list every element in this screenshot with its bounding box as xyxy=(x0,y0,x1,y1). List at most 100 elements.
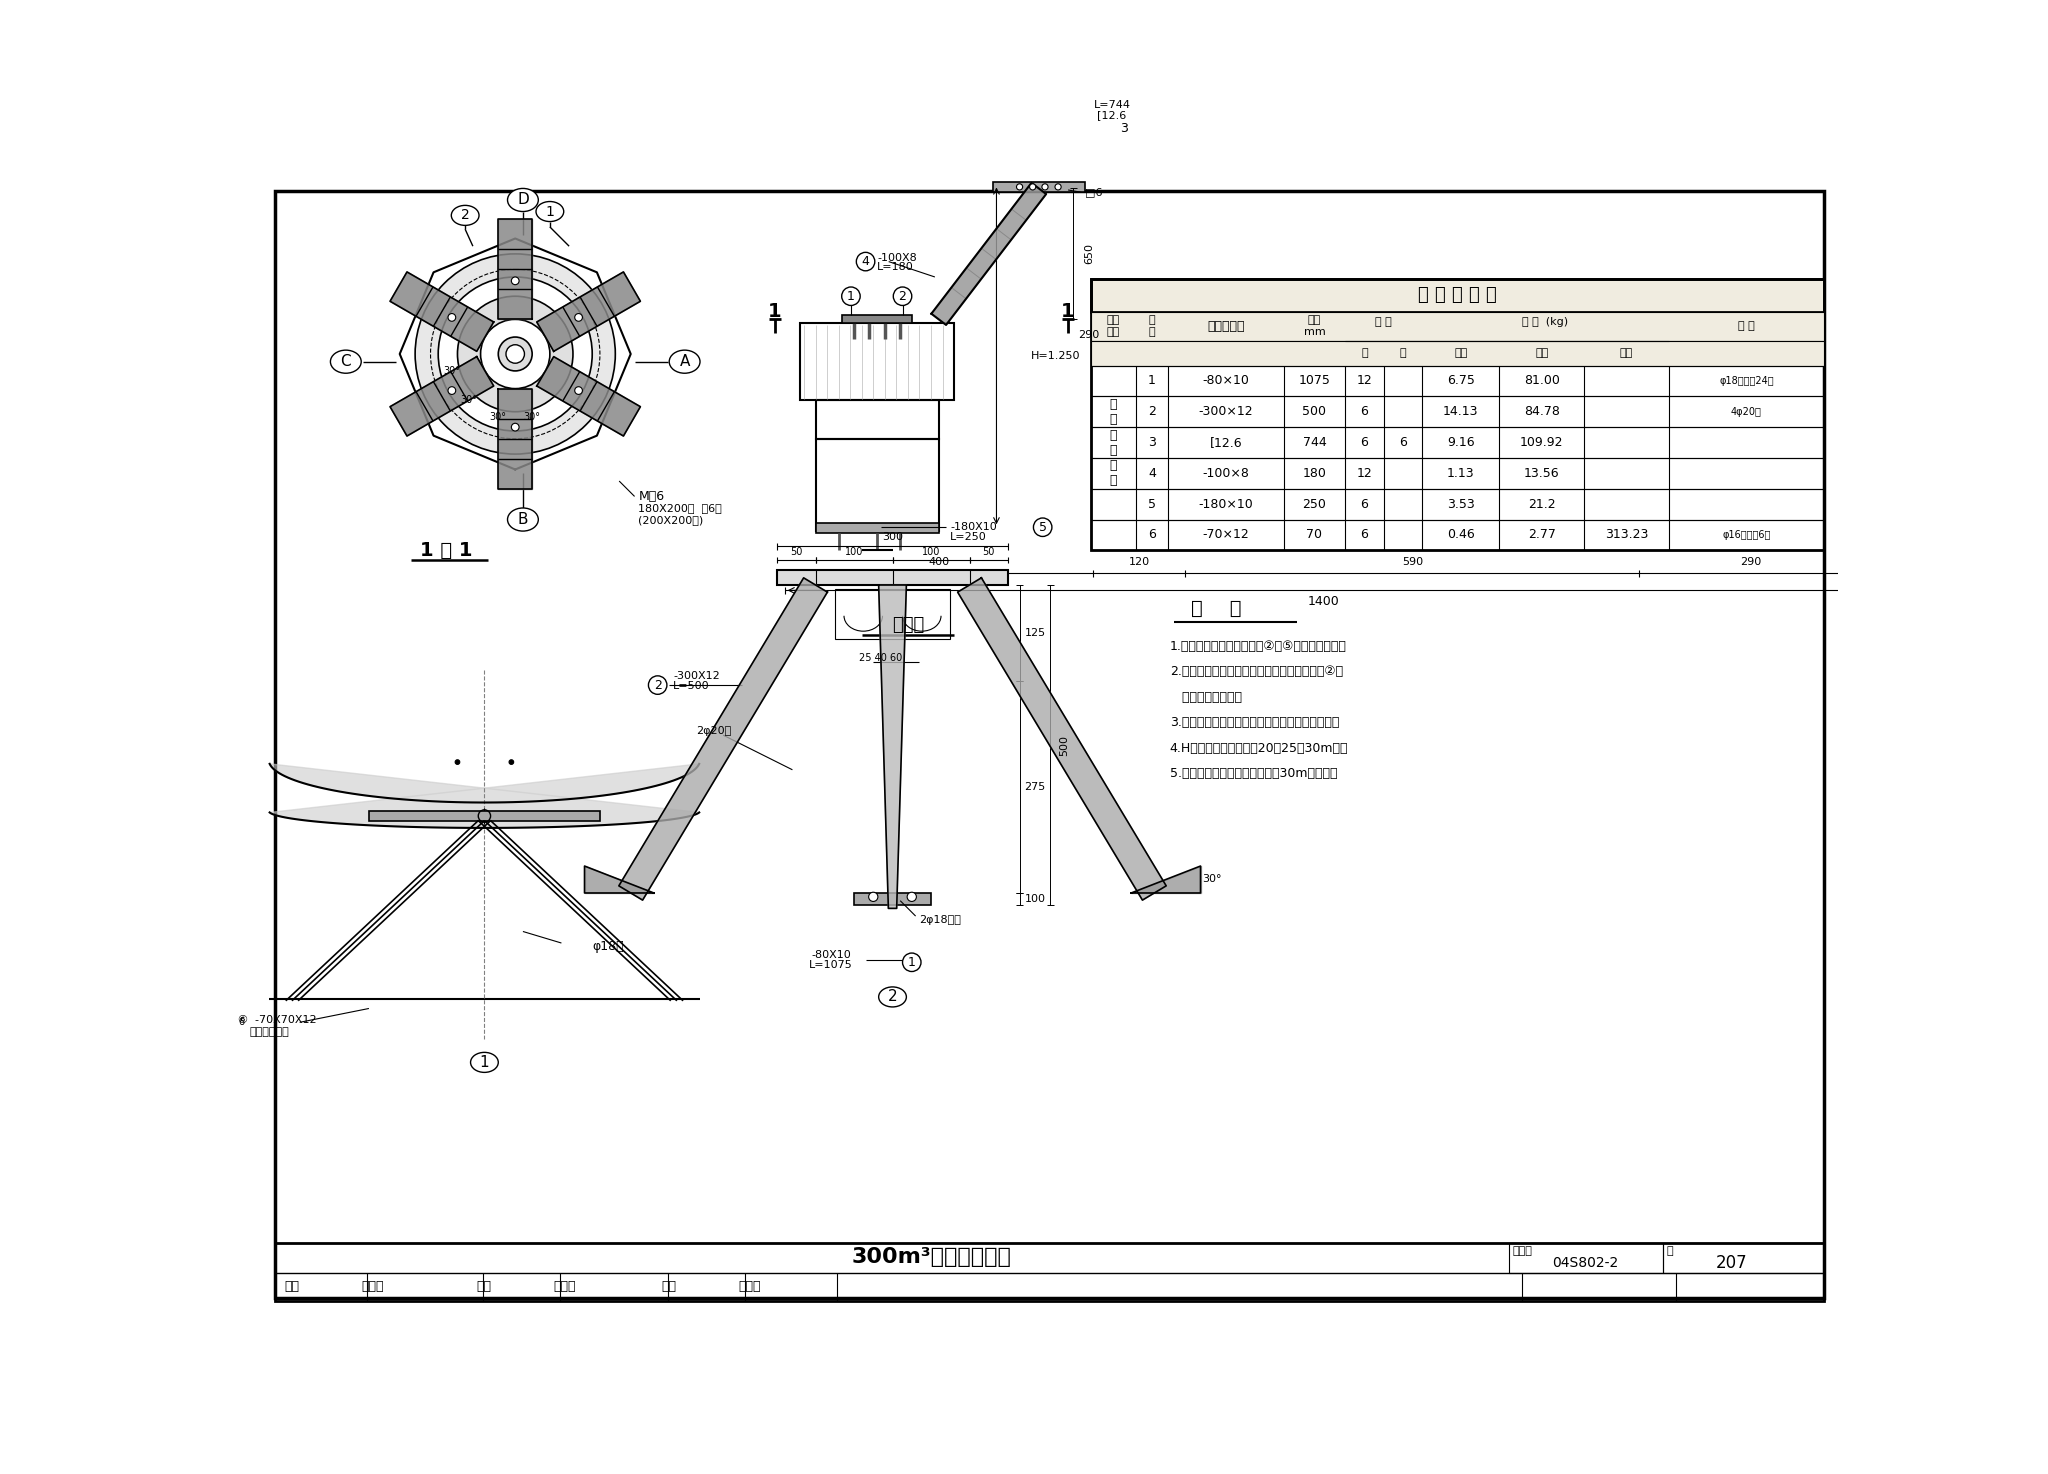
Circle shape xyxy=(233,1014,248,1030)
Text: 陈基严: 陈基严 xyxy=(553,1279,575,1293)
Text: 撑
架: 撑 架 xyxy=(1110,460,1118,488)
Text: 500: 500 xyxy=(1059,734,1069,756)
Circle shape xyxy=(510,759,514,765)
Text: 3.水筒座落于支架顶部后，才允许均匀放松吸杆。: 3.水筒座落于支架顶部后，才允许均匀放松吸杆。 xyxy=(1169,716,1339,730)
Text: 180X200柱  共6个: 180X200柱 共6个 xyxy=(639,503,723,513)
Bar xyxy=(842,315,911,323)
Ellipse shape xyxy=(330,351,360,373)
Ellipse shape xyxy=(508,189,539,212)
Text: B: B xyxy=(518,511,528,528)
Bar xyxy=(1092,366,1825,397)
Bar xyxy=(1092,311,1825,340)
Circle shape xyxy=(842,287,860,305)
Text: 正: 正 xyxy=(1362,348,1368,358)
Bar xyxy=(1092,519,1825,550)
Circle shape xyxy=(1016,184,1022,190)
Text: 4: 4 xyxy=(862,255,870,268)
Bar xyxy=(369,811,600,821)
Circle shape xyxy=(575,386,582,395)
Bar xyxy=(993,183,1085,192)
Polygon shape xyxy=(498,389,532,489)
Text: 650: 650 xyxy=(1083,243,1094,264)
Text: 84.78: 84.78 xyxy=(1524,405,1561,419)
Ellipse shape xyxy=(471,1052,498,1073)
Bar xyxy=(1092,279,1825,550)
Bar xyxy=(1509,1244,1663,1272)
Text: 1.13: 1.13 xyxy=(1448,467,1475,481)
Circle shape xyxy=(512,277,518,284)
Circle shape xyxy=(449,386,457,395)
Text: 2: 2 xyxy=(461,208,469,223)
Polygon shape xyxy=(1130,867,1200,893)
Text: 1: 1 xyxy=(479,1055,489,1070)
Text: 王薰峰: 王薰峰 xyxy=(739,1279,762,1293)
Text: 30°: 30° xyxy=(444,366,461,376)
Text: 0.46: 0.46 xyxy=(1446,529,1475,541)
Bar xyxy=(854,893,932,905)
Text: -180X10: -180X10 xyxy=(950,522,997,532)
Bar xyxy=(815,523,938,532)
Ellipse shape xyxy=(879,988,907,1007)
Text: 审核: 审核 xyxy=(285,1279,299,1293)
Text: 备 注: 备 注 xyxy=(1739,321,1755,332)
Text: □6: □6 xyxy=(1085,187,1102,198)
Text: φ16螺栓共6个: φ16螺栓共6个 xyxy=(1722,531,1772,539)
Circle shape xyxy=(438,277,592,430)
Text: -300X12: -300X12 xyxy=(674,671,719,681)
Text: 2φ20孔: 2φ20孔 xyxy=(696,727,731,737)
Text: 编
号: 编 号 xyxy=(1149,315,1155,338)
Text: 100: 100 xyxy=(846,547,862,557)
Text: 2: 2 xyxy=(887,989,897,1004)
Text: 6: 6 xyxy=(238,1017,244,1027)
Bar xyxy=(1092,397,1825,427)
Circle shape xyxy=(506,345,524,363)
Text: H=1.250: H=1.250 xyxy=(1030,351,1081,361)
Text: -100X8: -100X8 xyxy=(877,252,918,262)
Polygon shape xyxy=(537,357,641,436)
Text: 支
架: 支 架 xyxy=(1110,429,1118,457)
Text: 300: 300 xyxy=(883,532,903,542)
Text: 30°: 30° xyxy=(1202,874,1223,884)
Polygon shape xyxy=(498,220,532,320)
Text: 81.00: 81.00 xyxy=(1524,374,1561,388)
Text: 4: 4 xyxy=(1149,467,1155,481)
Circle shape xyxy=(856,252,874,271)
Bar xyxy=(801,323,954,399)
Text: 100: 100 xyxy=(1024,895,1044,904)
Text: 2: 2 xyxy=(1149,405,1155,419)
Text: -80×10: -80×10 xyxy=(1202,374,1249,388)
Circle shape xyxy=(457,296,573,411)
Bar xyxy=(815,439,938,531)
Text: 275: 275 xyxy=(1024,781,1047,792)
Text: 5: 5 xyxy=(1038,520,1047,534)
Ellipse shape xyxy=(537,202,563,221)
Text: 300m³水塔钢支架图: 300m³水塔钢支架图 xyxy=(852,1247,1012,1268)
Text: 重 量  (kg): 重 量 (kg) xyxy=(1522,317,1569,327)
Text: 109.92: 109.92 xyxy=(1520,436,1563,450)
Bar xyxy=(1092,489,1825,519)
Circle shape xyxy=(498,338,532,371)
Text: D: D xyxy=(516,193,528,208)
Text: 4.H为水塔的有效高度（20、25、30m）。: 4.H为水塔的有效高度（20、25、30m）。 xyxy=(1169,741,1348,755)
Text: 1: 1 xyxy=(1149,374,1155,388)
Polygon shape xyxy=(270,764,698,828)
Text: 总重: 总重 xyxy=(1620,348,1632,358)
Text: 50: 50 xyxy=(983,547,995,557)
Text: 1075: 1075 xyxy=(1298,374,1331,388)
Text: φ18孔: φ18孔 xyxy=(592,940,625,954)
Text: 5: 5 xyxy=(1149,498,1155,510)
Text: L=250: L=250 xyxy=(950,532,987,542)
Text: 单重: 单重 xyxy=(1454,348,1468,358)
Text: 3: 3 xyxy=(1149,436,1155,450)
Circle shape xyxy=(1042,184,1049,190)
Text: 长度
mm: 长度 mm xyxy=(1305,315,1325,338)
Text: 说    明: 说 明 xyxy=(1190,598,1241,618)
Text: 2.77: 2.77 xyxy=(1528,529,1556,541)
Polygon shape xyxy=(537,271,641,351)
Text: 1.〃两端应加工平整，在和②、⑤顶紧后再施焊。: 1.〃两端应加工平整，在和②、⑤顶紧后再施焊。 xyxy=(1169,640,1348,653)
Circle shape xyxy=(455,759,461,765)
Polygon shape xyxy=(879,585,907,908)
Ellipse shape xyxy=(451,205,479,226)
Text: 313.23: 313.23 xyxy=(1606,529,1649,541)
Text: 12: 12 xyxy=(1356,467,1372,481)
